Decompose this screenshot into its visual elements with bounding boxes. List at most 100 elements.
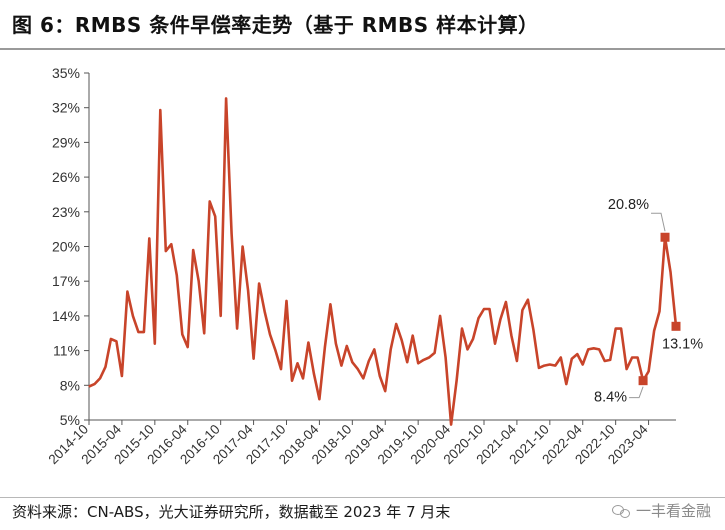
- title-divider: [0, 48, 725, 50]
- y-tick-label: 20%: [52, 239, 80, 255]
- data-point: [121, 375, 123, 377]
- data-point: [494, 343, 496, 345]
- data-point: [187, 346, 189, 348]
- series-line: [88, 97, 678, 426]
- data-point: [379, 375, 381, 377]
- data-point: [565, 383, 567, 385]
- data-point: [285, 300, 288, 302]
- data-point: [110, 338, 112, 340]
- data-point: [318, 398, 321, 400]
- data-point: [412, 334, 414, 337]
- annotation-marker: [660, 232, 670, 242]
- data-point: [335, 343, 337, 345]
- data-point: [307, 341, 310, 344]
- data-point: [296, 362, 299, 364]
- data-point: [466, 348, 469, 351]
- data-point: [669, 271, 672, 273]
- data-point: [527, 299, 529, 301]
- data-point: [198, 280, 200, 282]
- annotation-label: 8.4%: [594, 390, 627, 406]
- data-point: [324, 346, 326, 348]
- annotation-marker: [638, 376, 648, 386]
- data-point: [115, 340, 118, 342]
- data-point: [313, 373, 315, 375]
- data-point: [598, 348, 600, 351]
- data-point: [258, 282, 260, 285]
- data-point: [384, 390, 386, 392]
- data-point: [406, 361, 408, 363]
- data-point: [203, 332, 205, 334]
- data-point: [192, 249, 194, 251]
- data-point: [104, 366, 107, 368]
- data-point: [263, 310, 266, 312]
- data-point: [154, 343, 156, 345]
- data-point: [93, 383, 96, 385]
- watermark-text: 一丰看金融: [635, 502, 711, 520]
- source-divider: [0, 497, 725, 498]
- data-point: [274, 350, 277, 352]
- data-point: [225, 97, 227, 100]
- data-point: [165, 250, 167, 252]
- data-point: [181, 333, 183, 336]
- figure-title: 图 6：RMBS 条件早偿率走势（基于 RMBS 样本计算）: [12, 13, 539, 37]
- data-point: [362, 377, 364, 379]
- data-point: [620, 328, 622, 330]
- y-axis: 5% 8% 11% 14% 17% 20% 23% 26% 29% 32% 35%: [52, 65, 90, 428]
- data-point: [231, 233, 233, 235]
- y-tick-label: 26%: [52, 169, 80, 185]
- data-point: [340, 365, 342, 367]
- watermark: 一丰看金融: [611, 500, 711, 521]
- annotation-leader: [651, 212, 666, 232]
- data-point: [395, 323, 397, 325]
- annotation-label: 20.8%: [608, 197, 649, 213]
- data-point: [516, 360, 518, 362]
- data-point: [455, 380, 458, 382]
- data-point: [428, 356, 430, 359]
- data-point: [510, 334, 513, 337]
- data-point: [357, 368, 359, 370]
- data-point: [587, 348, 589, 351]
- data-point: [626, 368, 628, 370]
- data-point: [593, 347, 595, 349]
- data-point: [88, 385, 90, 388]
- series-layer: [88, 97, 678, 426]
- data-point: [538, 367, 540, 369]
- data-point: [423, 359, 425, 361]
- y-tick-label: 14%: [52, 308, 80, 324]
- data-point: [176, 274, 178, 277]
- data-point: [549, 363, 551, 366]
- data-point: [571, 358, 573, 360]
- data-point: [132, 315, 134, 317]
- data-point: [148, 237, 150, 240]
- annotation-label: 13.1%: [662, 336, 703, 352]
- data-point: [505, 301, 507, 303]
- y-tick-label: 11%: [53, 343, 80, 359]
- annotation-leader: [629, 386, 644, 399]
- x-axis: 2014-102015-042015-102016-042016-102017-…: [45, 419, 676, 467]
- data-point: [390, 348, 392, 351]
- data-point: [170, 243, 172, 245]
- data-point: [444, 356, 447, 359]
- data-point: [488, 308, 491, 310]
- data-point: [214, 215, 216, 218]
- data-point: [477, 317, 480, 319]
- data-point: [143, 331, 145, 333]
- data-point: [280, 368, 282, 370]
- data-point: [582, 363, 584, 366]
- data-point: [417, 362, 419, 364]
- data-point: [209, 200, 211, 202]
- data-point: [532, 329, 534, 331]
- cpr-line-chart: 5% 8% 11% 14% 17% 20% 23% 26% 29% 32% 35% 2014-102…: [45, 65, 703, 467]
- data-point: [351, 361, 353, 363]
- data-point: [137, 331, 139, 333]
- wechat-icon: [611, 504, 630, 518]
- data-point: [653, 330, 655, 332]
- data-point: [373, 348, 375, 351]
- data-point: [658, 310, 661, 312]
- data-point: [220, 315, 222, 317]
- y-tick-label: 5%: [60, 412, 80, 428]
- data-point: [609, 359, 611, 361]
- y-tick-label: 8%: [60, 377, 80, 393]
- data-point: [329, 303, 331, 305]
- data-point: [554, 365, 556, 367]
